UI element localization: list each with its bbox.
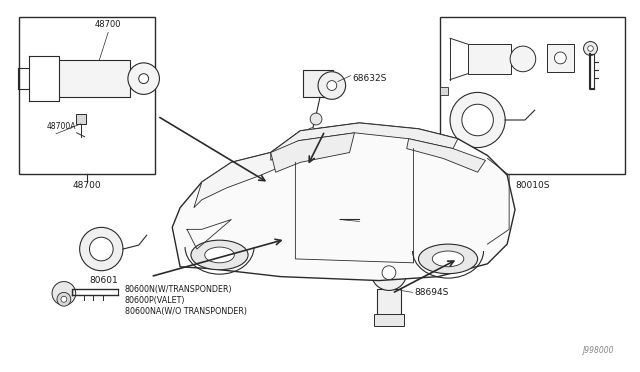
Bar [374,314,404,326]
Text: 68632S: 68632S [353,74,387,83]
Bar [440,87,448,95]
Bar [303,70,333,97]
Circle shape [318,72,346,99]
Circle shape [371,255,406,291]
Ellipse shape [191,240,248,270]
Ellipse shape [205,247,234,263]
Bar [19,17,154,174]
Text: 80010S: 80010S [516,181,550,190]
Bar [468,44,511,74]
Circle shape [61,296,67,302]
Polygon shape [194,153,296,208]
Circle shape [450,92,505,148]
Circle shape [307,128,317,138]
Text: 48700: 48700 [72,181,101,190]
Circle shape [310,113,322,125]
Polygon shape [406,139,486,172]
Text: 80600N(W/TRANSPONDER): 80600N(W/TRANSPONDER) [125,285,232,295]
Text: 48700A: 48700A [46,122,76,131]
Polygon shape [172,123,515,280]
Circle shape [554,52,566,64]
Text: 88694S: 88694S [415,288,449,297]
Text: 80600P(VALET): 80600P(VALET) [125,296,186,305]
Text: J998000: J998000 [582,346,614,355]
Circle shape [57,292,71,306]
Circle shape [462,104,493,136]
Polygon shape [271,133,355,172]
Bar [76,114,86,124]
Circle shape [79,227,123,271]
Circle shape [128,63,159,94]
Text: 48700: 48700 [95,20,122,29]
Circle shape [327,81,337,90]
Circle shape [90,237,113,261]
Bar [547,44,574,72]
Circle shape [139,74,148,84]
Ellipse shape [432,251,464,267]
Polygon shape [271,123,458,160]
Bar [440,17,625,174]
Text: 80600NA(W/O TRANSPONDER): 80600NA(W/O TRANSPONDER) [125,307,247,316]
Text: 80601: 80601 [89,276,118,285]
Ellipse shape [419,244,477,274]
Circle shape [510,46,536,72]
Circle shape [382,266,396,280]
Bar [59,60,130,97]
Bar [377,289,401,317]
Circle shape [52,282,76,305]
